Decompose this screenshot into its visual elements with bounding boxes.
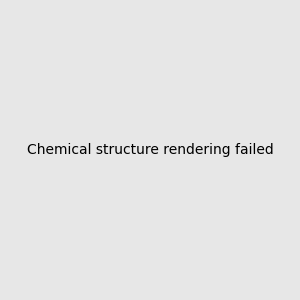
Text: Chemical structure rendering failed: Chemical structure rendering failed — [27, 143, 273, 157]
